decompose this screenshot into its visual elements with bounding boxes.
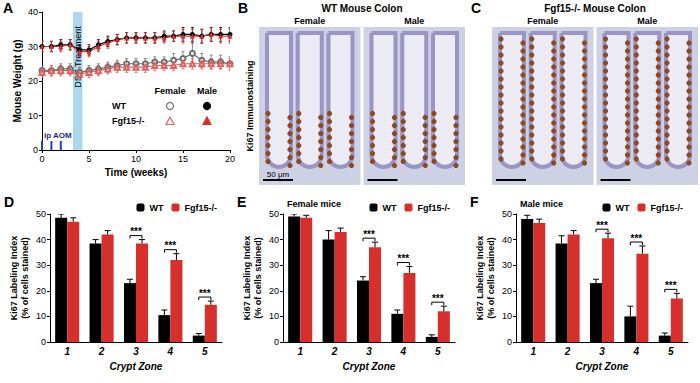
svg-text:30: 30 xyxy=(36,260,46,270)
svg-text:Crypt Zone: Crypt Zone xyxy=(576,361,629,372)
svg-text:***: *** xyxy=(631,233,643,244)
svg-text:***: *** xyxy=(596,220,608,231)
svg-text:***: *** xyxy=(199,288,211,299)
svg-text:10: 10 xyxy=(502,311,512,321)
svg-text:Fgf15-/-: Fgf15-/- xyxy=(418,203,451,213)
svg-text:4: 4 xyxy=(167,346,174,357)
svg-text:Time (weeks): Time (weeks) xyxy=(105,167,168,178)
svg-text:0: 0 xyxy=(39,154,44,164)
svg-text:15: 15 xyxy=(178,154,188,164)
svg-text:10: 10 xyxy=(269,311,279,321)
svg-text:2: 2 xyxy=(98,346,105,357)
svg-text:2: 2 xyxy=(331,346,338,357)
svg-text:E: E xyxy=(237,194,246,210)
svg-text:2: 2 xyxy=(564,346,571,357)
svg-text:Fgf15-/-: Fgf15-/- xyxy=(651,203,684,213)
svg-text:Crypt Zone: Crypt Zone xyxy=(110,361,163,372)
svg-text:10: 10 xyxy=(131,154,141,164)
svg-text:***: *** xyxy=(130,226,142,237)
svg-text:Crypt Zone: Crypt Zone xyxy=(343,361,396,372)
svg-text:***: *** xyxy=(363,229,375,240)
svg-text:(% of cells stained): (% of cells stained) xyxy=(253,237,263,319)
svg-text:(% of cells stained): (% of cells stained) xyxy=(20,237,30,319)
svg-text:1: 1 xyxy=(530,346,536,357)
svg-text:50: 50 xyxy=(502,209,512,219)
svg-text:0: 0 xyxy=(507,337,512,347)
svg-text:4: 4 xyxy=(633,346,640,357)
svg-text:WT: WT xyxy=(616,203,630,213)
svg-text:3: 3 xyxy=(366,346,372,357)
svg-text:Mouse Weight (g): Mouse Weight (g) xyxy=(12,39,23,122)
svg-text:WT Mouse Colon: WT Mouse Colon xyxy=(321,3,402,14)
svg-text:ip AOM: ip AOM xyxy=(44,131,72,140)
svg-text:0: 0 xyxy=(41,337,46,347)
svg-text:20: 20 xyxy=(502,286,512,296)
svg-text:50: 50 xyxy=(36,209,46,219)
svg-text:Ki67 Labeling Index: Ki67 Labeling Index xyxy=(9,236,19,321)
svg-text:40: 40 xyxy=(269,235,279,245)
svg-text:40: 40 xyxy=(502,235,512,245)
svg-text:***: *** xyxy=(165,240,177,251)
svg-text:WT: WT xyxy=(112,101,126,111)
svg-text:30: 30 xyxy=(502,260,512,270)
svg-text:(% of cells stained): (% of cells stained) xyxy=(486,237,496,319)
svg-text:***: *** xyxy=(665,280,677,291)
svg-text:Male mice: Male mice xyxy=(520,199,563,209)
svg-text:D: D xyxy=(4,194,14,210)
svg-text:A: A xyxy=(3,0,13,16)
svg-text:20: 20 xyxy=(28,76,38,86)
svg-text:Female: Female xyxy=(527,16,558,26)
svg-text:10: 10 xyxy=(36,311,46,321)
svg-text:Male: Male xyxy=(197,86,217,96)
svg-text:5: 5 xyxy=(202,346,208,357)
svg-text:C: C xyxy=(471,0,481,16)
svg-text:50 μm: 50 μm xyxy=(267,170,290,179)
svg-text:WT: WT xyxy=(150,203,164,213)
svg-text:5: 5 xyxy=(668,346,674,357)
svg-text:Male: Male xyxy=(404,16,424,26)
svg-text:Fgf15-/- Mouse Colon: Fgf15-/- Mouse Colon xyxy=(544,3,646,14)
svg-text:Ki67 Labeling Index: Ki67 Labeling Index xyxy=(475,236,485,321)
svg-text:3: 3 xyxy=(133,346,139,357)
svg-text:3: 3 xyxy=(599,346,605,357)
svg-text:20: 20 xyxy=(36,286,46,296)
svg-text:***: *** xyxy=(398,253,410,264)
svg-text:4: 4 xyxy=(400,346,407,357)
svg-text:50: 50 xyxy=(269,209,279,219)
svg-text:Ki67 Labeling Index: Ki67 Labeling Index xyxy=(242,236,252,321)
svg-text:Female: Female xyxy=(294,16,325,26)
svg-text:20: 20 xyxy=(269,286,279,296)
svg-text:40: 40 xyxy=(28,7,38,17)
svg-text:40: 40 xyxy=(36,235,46,245)
svg-text:30: 30 xyxy=(28,42,38,52)
svg-text:WT: WT xyxy=(383,203,397,213)
svg-text:F: F xyxy=(470,194,479,210)
svg-text:Fgf15-/-: Fgf15-/- xyxy=(112,116,145,126)
svg-text:0: 0 xyxy=(274,337,279,347)
svg-text:5: 5 xyxy=(435,346,441,357)
svg-text:1: 1 xyxy=(297,346,303,357)
svg-text:Female mice: Female mice xyxy=(287,199,341,209)
svg-text:Fgf15-/-: Fgf15-/- xyxy=(185,203,218,213)
svg-text:DSS Treatment: DSS Treatment xyxy=(73,26,83,88)
svg-text:B: B xyxy=(238,0,248,16)
svg-text:5: 5 xyxy=(86,154,91,164)
svg-text:***: *** xyxy=(432,293,444,304)
svg-text:10: 10 xyxy=(28,111,38,121)
svg-text:30: 30 xyxy=(269,260,279,270)
svg-text:20: 20 xyxy=(225,154,235,164)
svg-text:Ki67 Immunostaining: Ki67 Immunostaining xyxy=(245,60,255,151)
svg-text:Female: Female xyxy=(154,86,185,96)
svg-text:Male: Male xyxy=(637,16,657,26)
svg-text:1: 1 xyxy=(64,346,70,357)
svg-text:0: 0 xyxy=(33,145,38,155)
